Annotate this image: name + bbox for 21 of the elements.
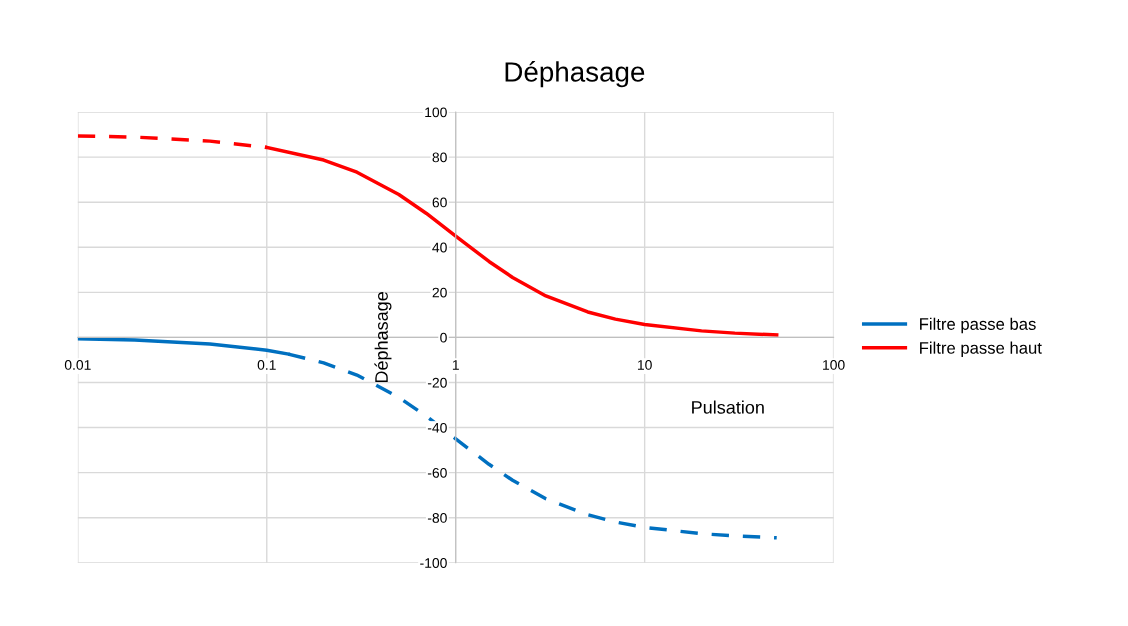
- y-tick-label: 100: [425, 107, 447, 118]
- y-tick-label: -80: [427, 513, 447, 523]
- y-tick-label: -100: [420, 558, 447, 568]
- x-tick-label: 100: [823, 360, 845, 370]
- y-tick-label: -40: [427, 422, 447, 433]
- y-tick-label: -20: [427, 377, 447, 388]
- y-tick-label: 40: [432, 242, 447, 253]
- x-tick-label: 0.01: [64, 360, 91, 370]
- y-axis-title: Déphasage: [374, 292, 392, 383]
- chart-title: Déphasage: [505, 61, 645, 88]
- y-tick-label: 20: [432, 287, 447, 298]
- x-tick-label: 1: [452, 360, 459, 370]
- x-tick-label: 0.1: [257, 360, 276, 370]
- legend-label: Filtre passe haut: [920, 341, 1042, 358]
- x-tick-label: 10: [637, 360, 652, 370]
- y-tick-label: 0: [440, 332, 447, 343]
- y-tick-label: 60: [432, 197, 447, 208]
- legend-label: Filtre passe bas: [920, 317, 1036, 334]
- y-tick-label: -60: [427, 467, 447, 478]
- y-tick-label: 80: [432, 152, 447, 163]
- x-axis-title: Pulsation: [692, 400, 764, 414]
